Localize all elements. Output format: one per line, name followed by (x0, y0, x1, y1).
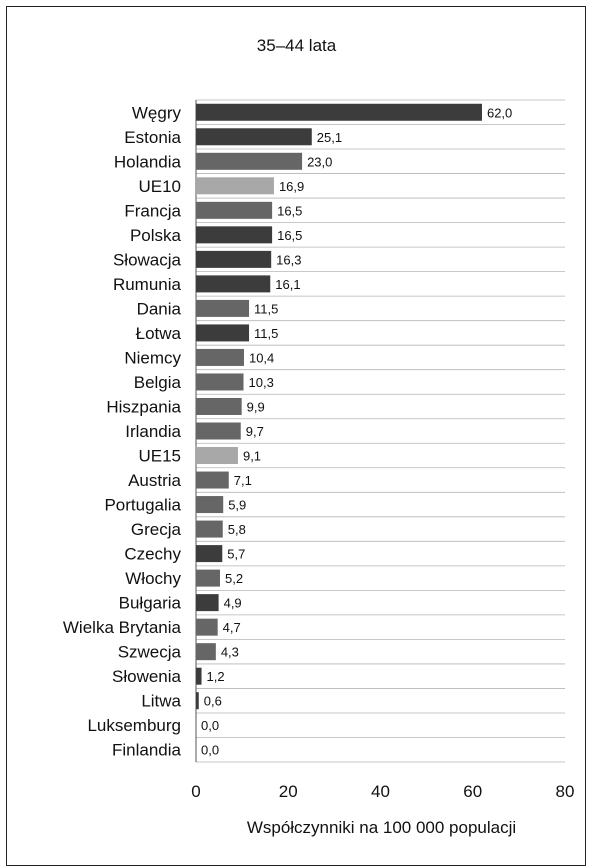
data-label: 0,0 (201, 718, 219, 733)
category-label: Holandia (114, 152, 182, 171)
data-label: 10,3 (249, 375, 274, 390)
chart-title: 35–44 lata (256, 36, 337, 55)
bar (196, 545, 223, 563)
bar (196, 373, 244, 391)
data-label: 4,7 (223, 620, 241, 635)
category-label: Austria (128, 471, 181, 490)
category-label: Czechy (124, 545, 181, 564)
data-label: 5,7 (227, 547, 245, 562)
data-label: 1,2 (207, 669, 225, 684)
bar (196, 201, 273, 219)
category-label: Niemcy (124, 348, 181, 367)
data-label: 62,0 (487, 105, 512, 120)
category-label: Luksemburg (87, 716, 181, 735)
bar (196, 618, 218, 636)
data-label: 4,3 (221, 645, 239, 660)
category-label: Rumunia (113, 275, 182, 294)
category-label: Polska (130, 226, 182, 245)
category-label: Litwa (141, 692, 181, 711)
bar (196, 422, 241, 440)
category-label: Szwecja (118, 643, 182, 662)
bar (196, 447, 238, 465)
bar (196, 667, 202, 685)
category-label: Słowacja (113, 250, 182, 269)
data-label: 9,7 (246, 424, 264, 439)
data-label: 25,1 (317, 130, 342, 145)
category-label: Belgia (134, 373, 182, 392)
category-label: UE10 (138, 177, 181, 196)
bar (196, 177, 274, 195)
data-label: 11,5 (254, 326, 278, 341)
category-label: Francja (124, 201, 181, 220)
x-tick-label: 20 (279, 782, 298, 801)
data-label: 16,5 (277, 228, 302, 243)
bar (196, 128, 312, 146)
data-label: 0,0 (201, 743, 219, 758)
data-label: 9,1 (243, 449, 261, 464)
x-tick-label: 60 (463, 782, 482, 801)
category-label: Słowenia (112, 667, 182, 686)
data-label: 9,9 (247, 399, 265, 414)
bar (196, 152, 303, 170)
bar (196, 569, 220, 587)
category-label: Portugalia (104, 496, 181, 515)
data-label: 23,0 (307, 154, 332, 169)
data-label: 16,5 (277, 203, 302, 218)
category-label: Węgry (132, 103, 182, 122)
bar (196, 250, 272, 268)
bar (196, 103, 482, 121)
category-label: Irlandia (125, 422, 181, 441)
category-label: Estonia (124, 128, 181, 147)
bar (196, 299, 250, 317)
bar (196, 471, 229, 489)
x-axis-label: Współczynniki na 100 000 populacji (246, 818, 517, 837)
bar (196, 348, 244, 366)
bar (196, 643, 216, 661)
bar (196, 496, 224, 514)
category-label: Łotwa (136, 324, 182, 343)
x-tick-label: 80 (556, 782, 575, 801)
data-label: 16,1 (275, 277, 300, 292)
category-label: Grecja (131, 520, 182, 539)
bar (196, 594, 219, 612)
data-label: 4,9 (224, 596, 242, 611)
bar (196, 692, 199, 710)
category-label: Włochy (125, 569, 181, 588)
data-label: 0,6 (204, 694, 222, 709)
data-label: 5,2 (225, 571, 243, 586)
bar (196, 226, 273, 244)
data-label: 11,5 (254, 301, 278, 316)
category-label: Hiszpania (106, 397, 181, 416)
bar (196, 397, 242, 415)
bar (196, 275, 271, 293)
category-label: Dania (137, 299, 182, 318)
category-label: UE15 (138, 447, 181, 466)
x-tick-label: 40 (371, 782, 390, 801)
category-label: Finlandia (112, 741, 182, 760)
data-label: 7,1 (234, 473, 252, 488)
data-label: 16,9 (279, 179, 304, 194)
data-label: 16,3 (276, 252, 301, 267)
data-label: 5,8 (228, 522, 246, 537)
bar (196, 520, 223, 538)
x-tick-label: 0 (191, 782, 200, 801)
data-label: 10,4 (249, 350, 274, 365)
data-label: 5,9 (228, 498, 246, 513)
category-label: Wielka Brytania (63, 618, 182, 637)
bar (196, 324, 250, 342)
category-label: Bułgaria (119, 594, 182, 613)
